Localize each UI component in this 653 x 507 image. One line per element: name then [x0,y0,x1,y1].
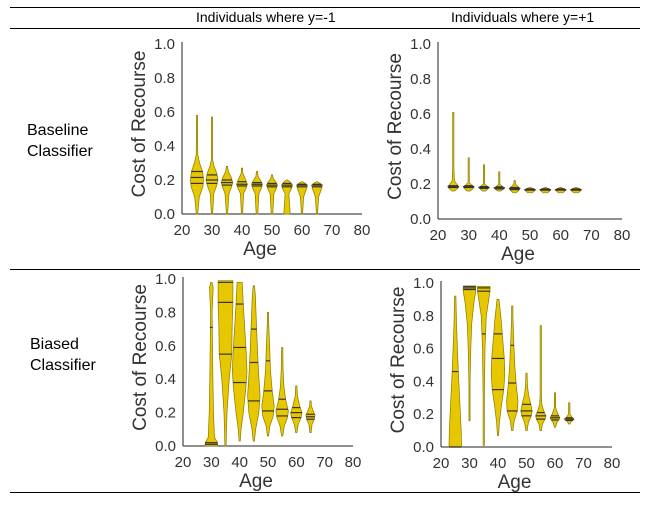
x-tick-label: 80 [604,455,621,472]
y-tick-label: 0.6 [413,341,434,358]
violin-body [521,373,532,430]
y-tick-label: 1.0 [413,275,434,292]
violin-body [550,393,560,427]
violin [536,326,546,431]
x-tick-label: 20 [433,455,450,472]
violin [550,393,560,427]
violin-body [507,306,518,431]
y-axis-label: Cost of Recourse [388,287,409,434]
x-axis-label: Age [498,472,532,493]
x-tick-label: 50 [518,455,535,472]
violin [491,299,505,435]
violin-body [478,286,491,445]
x-tick-label: 30 [461,455,478,472]
y-tick-label: 0.2 [413,406,434,423]
violin [521,373,532,430]
violin [564,403,574,424]
violin-body [491,299,505,435]
x-tick-label: 40 [490,455,507,472]
y-tick-label: 0.0 [413,439,434,456]
violin [449,296,462,447]
violin-body [463,286,476,421]
x-tick-label: 70 [575,455,592,472]
violin [507,306,518,431]
violin [477,286,490,445]
violin [463,286,476,421]
x-tick-label: 60 [547,455,564,472]
y-tick-label: 0.4 [413,373,434,390]
violin-body [536,326,546,431]
y-tick-label: 0.8 [413,308,434,325]
